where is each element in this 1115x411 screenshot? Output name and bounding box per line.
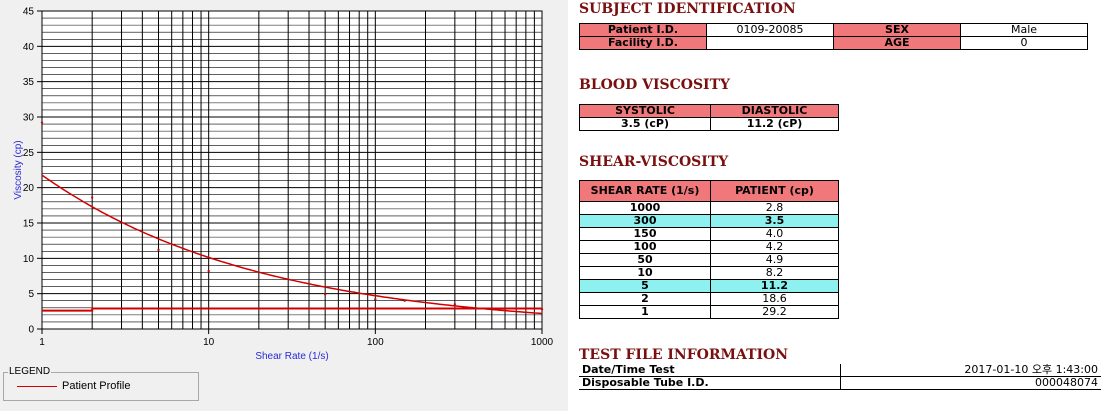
- data-point: [453, 303, 457, 306]
- shear-row: 100 4.2: [579, 240, 839, 254]
- series-patient-profile-line: [41, 174, 543, 315]
- systolic-label: SYSTOLIC: [579, 104, 711, 118]
- shear-row: 1000 2.8: [579, 201, 839, 215]
- shear-rate-cell: 1000: [579, 201, 711, 215]
- tube-id-label: Disposable Tube I.D.: [579, 376, 841, 390]
- shear-rate-cell: 5: [579, 279, 711, 293]
- age-label: AGE: [833, 36, 961, 50]
- y-tick-label: 40: [23, 42, 35, 53]
- y-tick-label: 35: [23, 77, 35, 88]
- shear-row: 50 4.9: [579, 253, 839, 267]
- data-point: [374, 298, 377, 301]
- shear-row: 2 18.6: [579, 292, 839, 306]
- facility-id-label: Facility I.D.: [579, 36, 707, 50]
- legend-title: LEGEND: [8, 366, 52, 377]
- x-axis-label: Shear Rate (1/s): [255, 351, 328, 362]
- shear-rate-cell: 50: [579, 253, 711, 267]
- legend-item-patient-profile: Patient Profile: [62, 380, 131, 392]
- shear-rate-cell: 100: [579, 240, 711, 254]
- sex-label: SEX: [833, 23, 961, 37]
- y-tick-label: 45: [23, 7, 35, 18]
- y-tick-label: 5: [28, 289, 34, 300]
- shear-rate-cell: 10: [579, 266, 711, 280]
- age-value: 0: [960, 36, 1088, 50]
- shear-rate-header: SHEAR RATE (1/s): [579, 180, 711, 202]
- x-tick-label: 1: [39, 337, 45, 348]
- shear-row: 150 4.0: [579, 227, 839, 241]
- blood-title: BLOOD VISCOSITY: [579, 77, 731, 93]
- data-point: [323, 293, 327, 296]
- data-point: [40, 121, 44, 124]
- patient-cp-cell: 4.2: [710, 240, 839, 254]
- test-file-table: Date/Time Test 2017-01-10 오후 1:43:00 Dis…: [579, 364, 1101, 390]
- x-tick-label: 100: [367, 337, 384, 348]
- shear-row: 1 29.2: [579, 305, 839, 319]
- sex-value: Male: [960, 23, 1088, 37]
- shear-rate-cell: 1: [579, 305, 711, 319]
- shear-rate-cell: 150: [579, 227, 711, 241]
- x-tick-label: 10: [203, 337, 215, 348]
- patient-id-value: 0109-20085: [706, 23, 834, 37]
- report-panel: SUBJECT IDENTIFICATION Patient I.D. 0109…: [568, 0, 1115, 411]
- diastolic-value: 11.2 (cP): [710, 117, 839, 131]
- baseline-line: [42, 307, 542, 312]
- facility-id-value: [706, 36, 834, 50]
- x-tick-label: 1000: [531, 337, 554, 348]
- data-point: [157, 248, 160, 252]
- patient-cp-cell: 4.0: [710, 227, 839, 241]
- datetime-value: 2017-01-10 오후 1:43:00: [840, 364, 1101, 377]
- blood-table: SYSTOLIC DIASTOLIC 3.5 (cP) 11.2 (cP): [579, 104, 839, 131]
- diastolic-label: DIASTOLIC: [710, 104, 839, 118]
- data-point: [403, 299, 406, 302]
- y-tick-label: 15: [23, 219, 35, 230]
- shear-row: 10 8.2: [579, 266, 839, 280]
- patient-cp-cell: 18.6: [710, 292, 839, 306]
- legend-line-swatch: [17, 386, 57, 387]
- shear-rate-cell: 2: [579, 292, 711, 306]
- y-tick-label: 10: [23, 254, 35, 265]
- viscosity-chart: 0 5 10 15 20 25 30 35 40 45 1 10 100 1000 Shear Rate (…: [13, 7, 554, 363]
- patient-cp-cell: 3.5: [710, 214, 839, 228]
- systolic-value: 3.5 (cP): [579, 117, 711, 131]
- shear-row: 300 3.5: [579, 214, 839, 228]
- patient-cp-cell: 8.2: [710, 266, 839, 280]
- y-tick-label: 25: [23, 148, 35, 159]
- data-point: [207, 269, 210, 273]
- shear-table: SHEAR RATE (1/s) PATIENT (cp) 1000 2.8 300…: [579, 180, 839, 319]
- subject-table: Patient I.D. 0109-20085 SEX Male Facilit…: [579, 23, 1088, 50]
- datetime-label: Date/Time Test: [579, 364, 841, 377]
- tube-id-value: 000048074: [840, 376, 1101, 390]
- subject-title: SUBJECT IDENTIFICATION: [579, 1, 796, 17]
- patient-cp-cell: 2.8: [710, 201, 839, 215]
- y-tick-label: 20: [23, 183, 35, 194]
- test-title: TEST FILE INFORMATION: [579, 347, 789, 363]
- patient-cp-cell: 29.2: [710, 305, 839, 319]
- patient-cp-cell: 11.2: [710, 279, 839, 293]
- patient-cp-header: PATIENT (cp): [710, 180, 839, 202]
- shear-title: SHEAR-VISCOSITY: [579, 154, 729, 170]
- y-axis-label: Viscosity (cp): [13, 140, 24, 199]
- patient-id-label: Patient I.D.: [579, 23, 707, 37]
- patient-cp-cell: 4.9: [710, 253, 839, 267]
- shear-rate-cell: 300: [579, 214, 711, 228]
- data-point: [90, 196, 94, 199]
- legend: LEGEND Patient Profile: [3, 366, 199, 401]
- shear-row: 5 11.2: [579, 279, 839, 293]
- plot-area: [41, 10, 543, 330]
- y-tick-label: 30: [23, 113, 35, 124]
- y-tick-label: 0: [28, 325, 34, 336]
